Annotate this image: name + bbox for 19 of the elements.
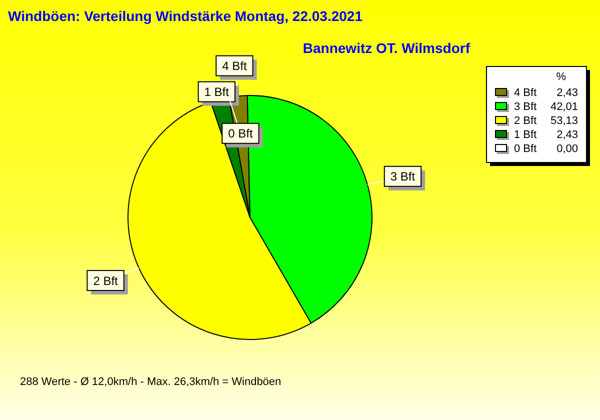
slice-label: 2 Bft [93, 274, 119, 288]
category-label: 1 Bft [204, 85, 229, 100]
chart-subtitle: Bannewitz OT. Wilmsdorf [302, 40, 470, 56]
data-label: 42,01 [550, 101, 578, 114]
slice-label: 3 Bft [390, 170, 416, 184]
legend-label: 2 Bft [514, 115, 537, 128]
slice-label: 4 Bft [222, 59, 248, 74]
legend-label: 1 Bft [514, 129, 537, 142]
legend-label: 3 Bft [514, 101, 537, 114]
text: 288 Werte - Ø 12,0km/h - Max. 26,3km/h = Windböen [20, 376, 282, 388]
category-label: 0 Bft [228, 126, 253, 141]
legend-label: 0 Bft [514, 143, 537, 156]
data-label: 2,43 [556, 87, 578, 100]
data-label: 2,43 [556, 129, 578, 142]
legend-title: % [556, 71, 566, 84]
data-label: 53,13 [550, 115, 578, 128]
text: 0,00 [556, 143, 578, 156]
legend-label: 4 Bft [514, 87, 537, 100]
chart-title: Windböen: Verteilung Windstärke Montag, 22.03.2021 [8, 8, 362, 24]
